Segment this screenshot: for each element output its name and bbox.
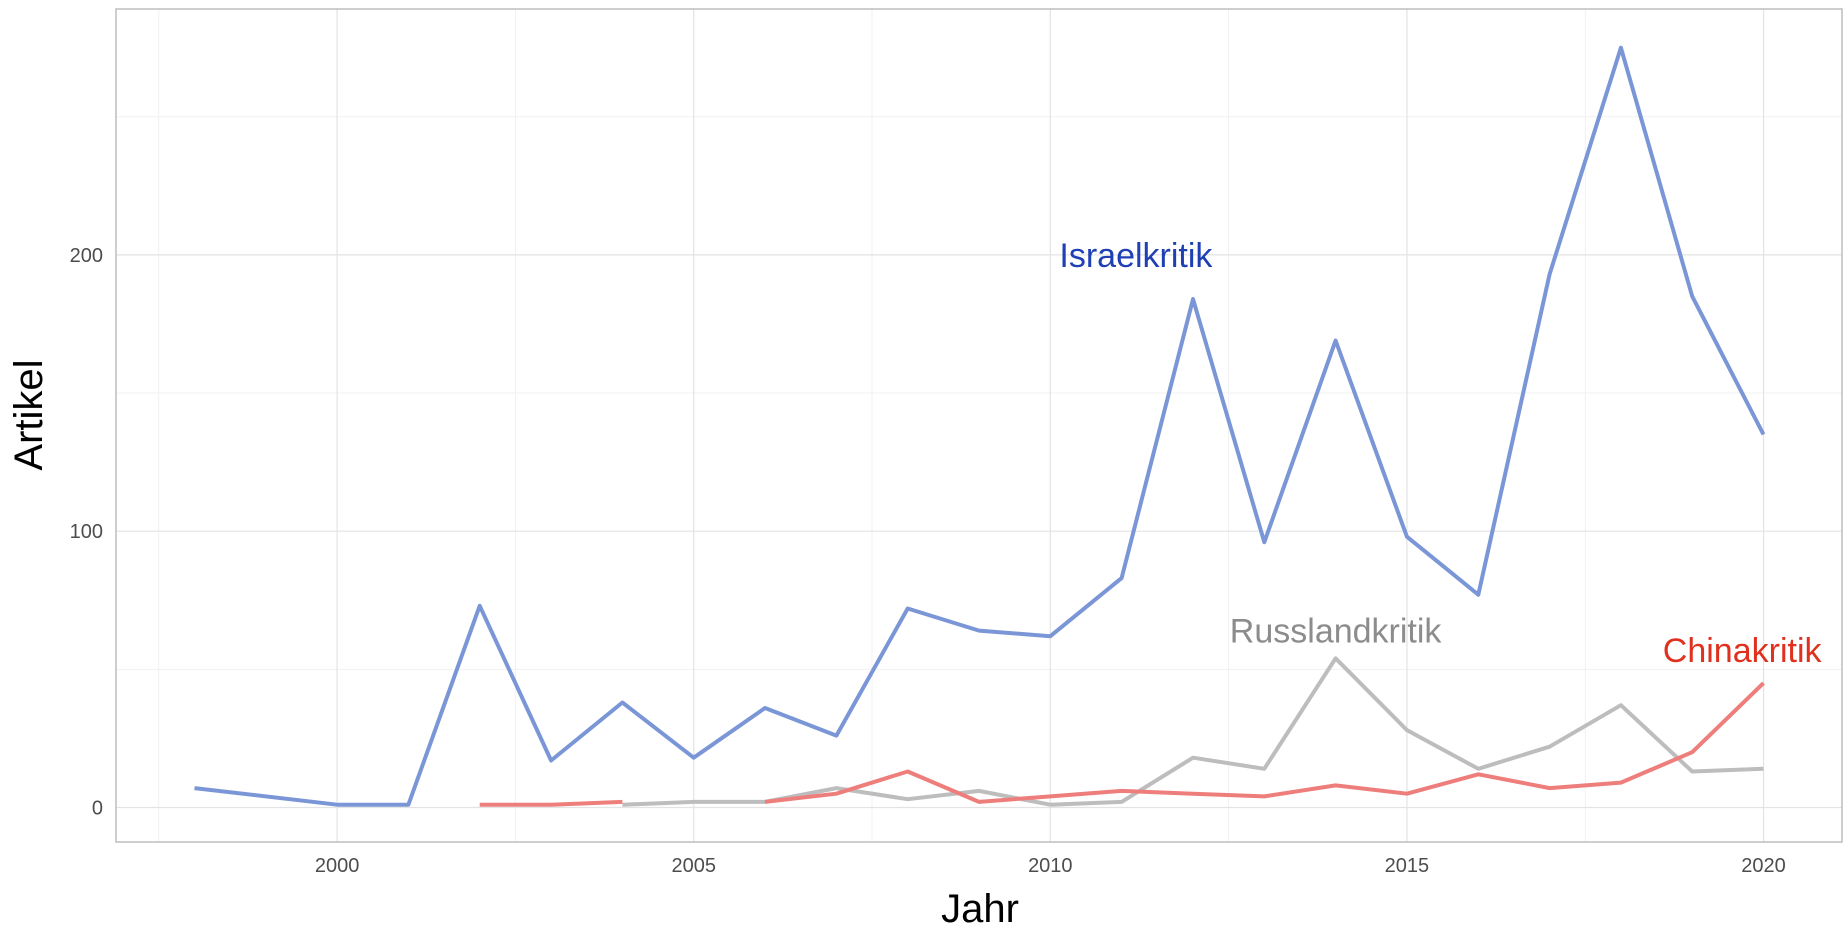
x-tick-label: 2000 [315,855,360,877]
x-axis-tick-labels: 2000 2005 2010 2015 2020 [315,855,1786,877]
minor-gridlines [116,9,1842,842]
series-labels: Israelkritik Russlandkritik Chinakritik [1059,237,1822,670]
y-tick-label: 200 [70,245,103,267]
x-tick-label: 2015 [1385,855,1430,877]
plot-panel-border [115,8,1843,843]
x-tick-label: 2020 [1741,855,1786,877]
y-axis-tick-labels: 0 100 200 [70,245,103,820]
x-axis-title: Jahr [941,887,1019,931]
x-tick-label: 2010 [1028,855,1073,877]
major-gridlines [116,9,1842,842]
series-line-israelkritik [194,45,1766,807]
y-tick-label: 100 [70,521,103,543]
x-tick-label: 2005 [671,855,716,877]
series-label-israelkritik: Israelkritik [1059,237,1213,275]
series-line-chinakritik [479,799,623,807]
y-axis-title: Artikel [7,359,51,470]
series-label-chinakritik: Chinakritik [1663,632,1823,670]
series-label-russlandkritik: Russlandkritik [1230,613,1443,651]
series-line-russlandkritik [622,656,1764,807]
y-tick-label: 0 [92,797,103,819]
series-line-chinakritik [764,681,1765,804]
series-lines [194,45,1766,807]
